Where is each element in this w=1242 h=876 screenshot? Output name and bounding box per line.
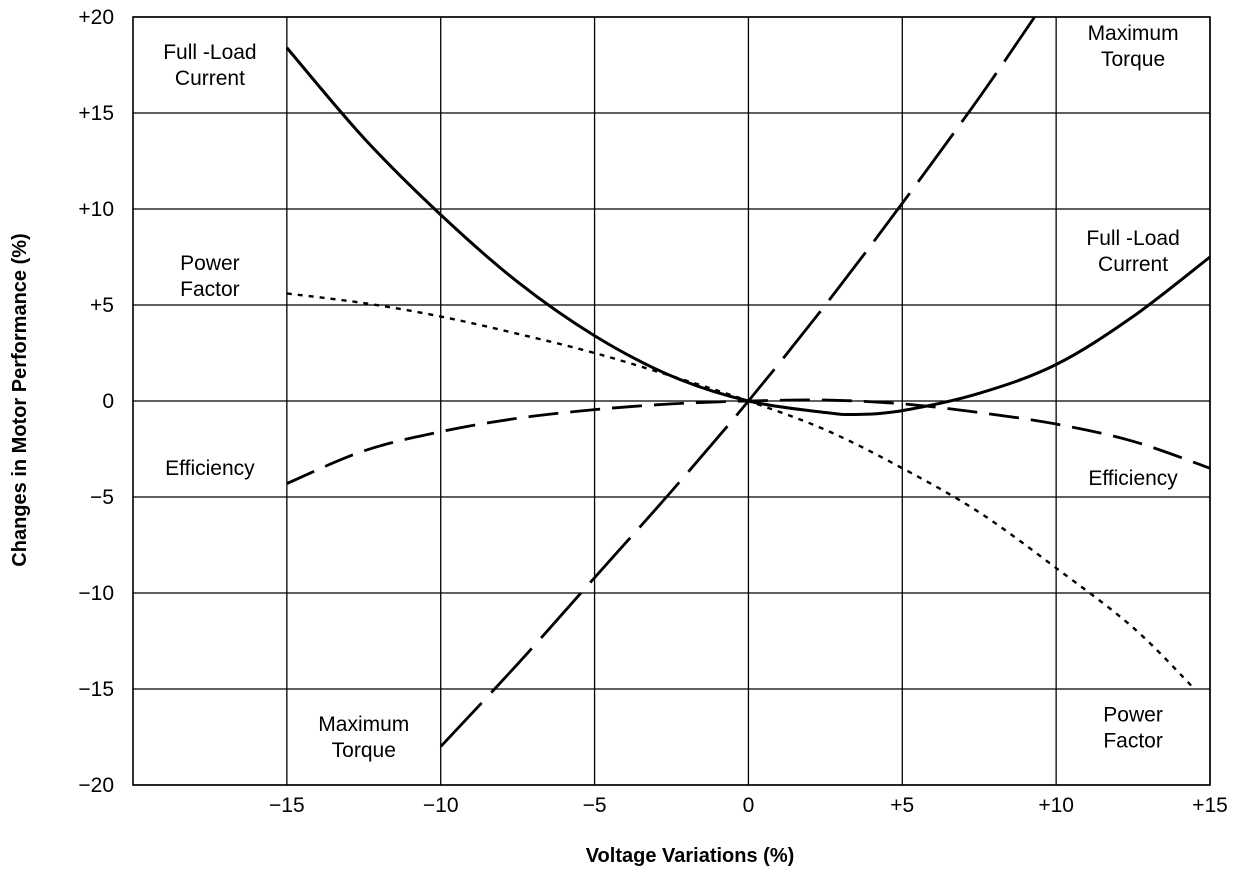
series-line-maximum-torque xyxy=(439,16,1036,748)
y-tick-label: −5 xyxy=(90,486,114,509)
y-tick-label: +10 xyxy=(78,198,114,221)
y-tick-label: +20 xyxy=(78,6,114,29)
y-tick-label: +5 xyxy=(90,294,114,317)
x-tick-label: +10 xyxy=(1038,794,1074,817)
series-lines xyxy=(285,16,1211,748)
y-tick-label: −15 xyxy=(78,678,114,701)
series-annotation-label: Factor xyxy=(1103,729,1163,752)
series-annotation-label: Torque xyxy=(332,739,396,762)
grid-lines xyxy=(133,16,1211,786)
plot-border xyxy=(132,16,1211,786)
series-annotation-label: Full -Load xyxy=(163,41,256,64)
y-tick-label: −10 xyxy=(78,582,114,605)
x-tick-label: +15 xyxy=(1192,794,1228,817)
series-annotation-label: Maximum xyxy=(1088,22,1179,45)
y-tick-label: 0 xyxy=(102,390,114,413)
series-annotation-label: Maximum xyxy=(318,713,409,736)
y-tick-label: +15 xyxy=(78,102,114,125)
x-tick-label: −15 xyxy=(269,794,305,817)
series-annotations: Full -Load Current Maximum Torque Full -Load… xyxy=(163,22,1180,762)
y-tick-label: −20 xyxy=(78,774,114,797)
tick-labels: −15 −10 −5 0 +5 +10 +15 +20 +15 +10 +5 0 −5 −10 −15 −20 xyxy=(78,6,1227,817)
series-annotation-label: Efficiency xyxy=(165,457,255,480)
series-annotation-label: Efficiency xyxy=(1088,467,1178,490)
x-tick-label: +5 xyxy=(890,794,914,817)
series-annotation-label: Full -Load xyxy=(1086,227,1179,250)
x-tick-label: −5 xyxy=(583,794,607,817)
series-annotation-label: Current xyxy=(175,67,245,90)
series-annotation-label: Power xyxy=(180,252,240,275)
series-annotation-label: Torque xyxy=(1101,48,1165,71)
x-tick-label: 0 xyxy=(743,794,755,817)
series-annotation-label: Current xyxy=(1098,253,1168,276)
x-tick-label: −10 xyxy=(423,794,459,817)
series-annotation-label: Power xyxy=(1103,703,1163,726)
y-axis-title: Changes in Motor Performance (%) xyxy=(9,233,31,566)
series-line-power-factor xyxy=(286,292,1196,690)
series-line-efficiency xyxy=(286,398,1211,485)
x-axis-title: Voltage Variations (%) xyxy=(586,845,795,867)
plot-frame xyxy=(132,16,1211,786)
series-annotation-label: Factor xyxy=(180,278,240,301)
